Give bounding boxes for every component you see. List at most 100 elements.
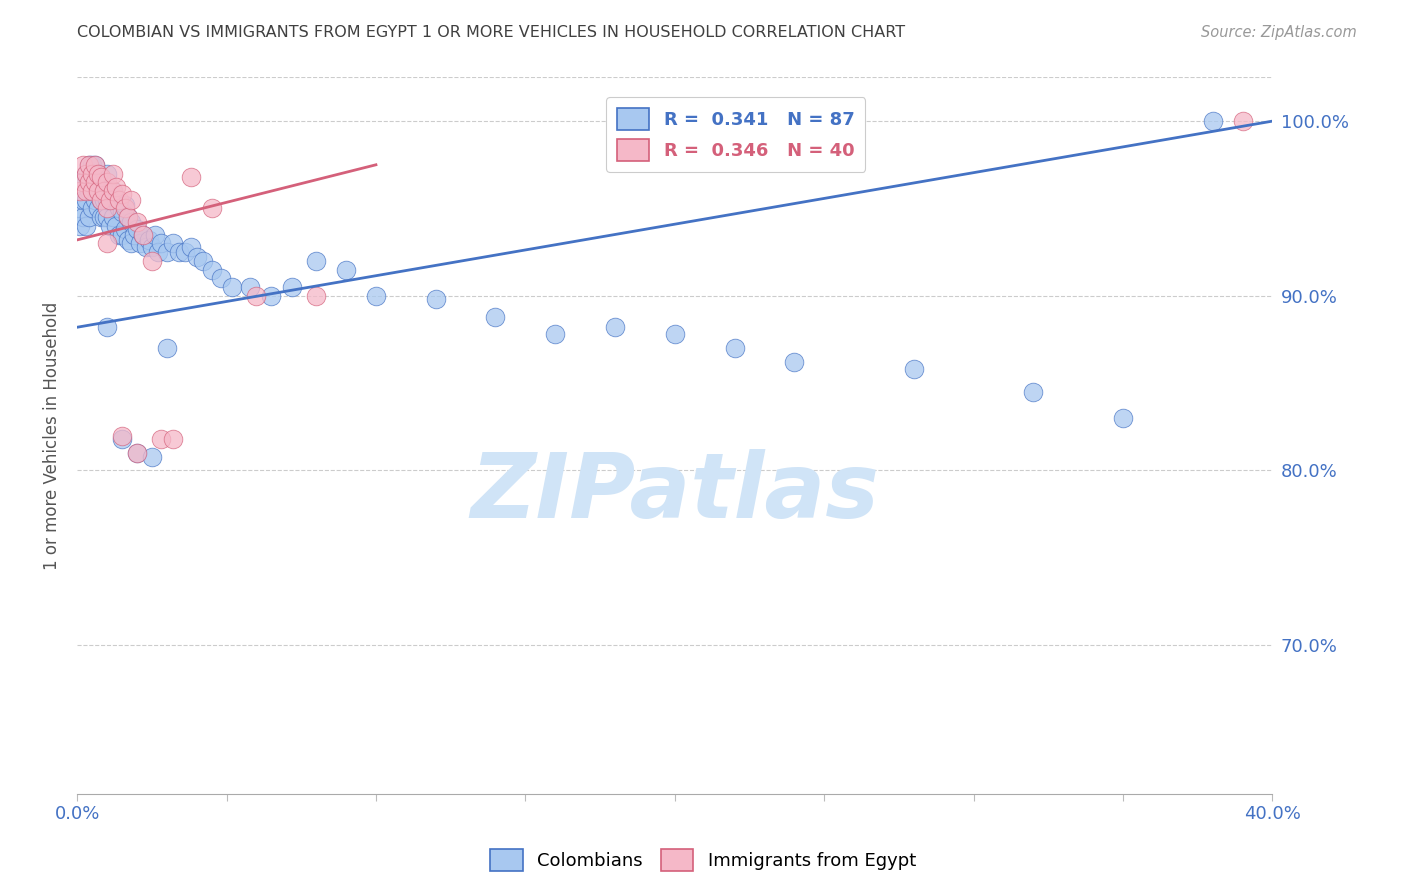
- Legend: R =  0.341   N = 87, R =  0.346   N = 40: R = 0.341 N = 87, R = 0.346 N = 40: [606, 97, 866, 172]
- Point: [75, 167, 97, 181]
- Point: [93, 175, 115, 189]
- Point: [111, 432, 134, 446]
- Point: [96, 320, 118, 334]
- Point: [84, 158, 107, 172]
- Point: [69, 202, 91, 216]
- Text: ZIPatlas: ZIPatlas: [470, 449, 879, 537]
- Point: [149, 432, 172, 446]
- Point: [305, 253, 328, 268]
- Point: [96, 193, 118, 207]
- Point: [180, 169, 202, 184]
- Point: [69, 219, 91, 233]
- Point: [77, 158, 100, 172]
- Point: [484, 310, 506, 324]
- Point: [167, 245, 190, 260]
- Point: [120, 236, 142, 251]
- Point: [77, 184, 100, 198]
- Point: [90, 175, 112, 189]
- Text: COLOMBIAN VS IMMIGRANTS FROM EGYPT 1 OR MORE VEHICLES IN HOUSEHOLD CORRELATION C: COLOMBIAN VS IMMIGRANTS FROM EGYPT 1 OR …: [77, 25, 905, 40]
- Point: [125, 215, 148, 229]
- Point: [101, 167, 124, 181]
- Point: [104, 193, 127, 207]
- Point: [93, 184, 115, 198]
- Point: [111, 187, 134, 202]
- Point: [149, 236, 172, 251]
- Point: [101, 184, 124, 198]
- Point: [1112, 411, 1135, 425]
- Point: [101, 210, 124, 224]
- Point: [72, 210, 94, 224]
- Point: [75, 193, 97, 207]
- Point: [72, 193, 94, 207]
- Point: [221, 280, 243, 294]
- Point: [104, 219, 127, 233]
- Point: [209, 271, 232, 285]
- Point: [98, 219, 121, 233]
- Point: [117, 210, 139, 224]
- Point: [98, 193, 121, 207]
- Y-axis label: 1 or more Vehicles in Household: 1 or more Vehicles in Household: [44, 301, 60, 570]
- Point: [101, 184, 124, 198]
- Point: [77, 210, 100, 224]
- Point: [180, 240, 202, 254]
- Point: [162, 432, 184, 446]
- Point: [138, 233, 160, 247]
- Point: [104, 180, 127, 194]
- Point: [72, 175, 94, 189]
- Point: [75, 219, 97, 233]
- Point: [125, 446, 148, 460]
- Point: [80, 184, 103, 198]
- Point: [87, 184, 110, 198]
- Point: [117, 233, 139, 247]
- Point: [425, 293, 447, 307]
- Point: [87, 167, 110, 181]
- Point: [191, 253, 214, 268]
- Point: [84, 175, 107, 189]
- Point: [93, 210, 115, 224]
- Point: [90, 193, 112, 207]
- Point: [114, 222, 136, 236]
- Point: [111, 428, 134, 442]
- Point: [117, 210, 139, 224]
- Point: [108, 227, 131, 242]
- Point: [544, 327, 567, 342]
- Point: [245, 289, 267, 303]
- Point: [903, 362, 925, 376]
- Point: [186, 251, 208, 265]
- Point: [1232, 114, 1254, 128]
- Point: [96, 210, 118, 224]
- Point: [135, 240, 157, 254]
- Point: [111, 227, 134, 242]
- Point: [156, 341, 179, 355]
- Point: [111, 205, 134, 219]
- Point: [93, 193, 115, 207]
- Point: [96, 167, 118, 181]
- Point: [75, 167, 97, 181]
- Point: [90, 169, 112, 184]
- Text: Source: ZipAtlas.com: Source: ZipAtlas.com: [1201, 25, 1357, 40]
- Point: [1202, 114, 1225, 128]
- Point: [77, 158, 100, 172]
- Point: [132, 227, 155, 242]
- Point: [108, 202, 131, 216]
- Point: [200, 262, 222, 277]
- Point: [80, 202, 103, 216]
- Point: [84, 175, 107, 189]
- Point: [80, 158, 103, 172]
- Point: [84, 158, 107, 172]
- Point: [84, 193, 107, 207]
- Point: [260, 289, 283, 303]
- Point: [305, 289, 328, 303]
- Point: [783, 355, 806, 369]
- Point: [120, 215, 142, 229]
- Point: [96, 175, 118, 189]
- Point: [162, 236, 184, 251]
- Point: [90, 210, 112, 224]
- Point: [141, 450, 163, 464]
- Point: [143, 227, 166, 242]
- Point: [239, 280, 262, 294]
- Point: [132, 227, 155, 242]
- Point: [80, 184, 103, 198]
- Point: [128, 236, 150, 251]
- Point: [72, 158, 94, 172]
